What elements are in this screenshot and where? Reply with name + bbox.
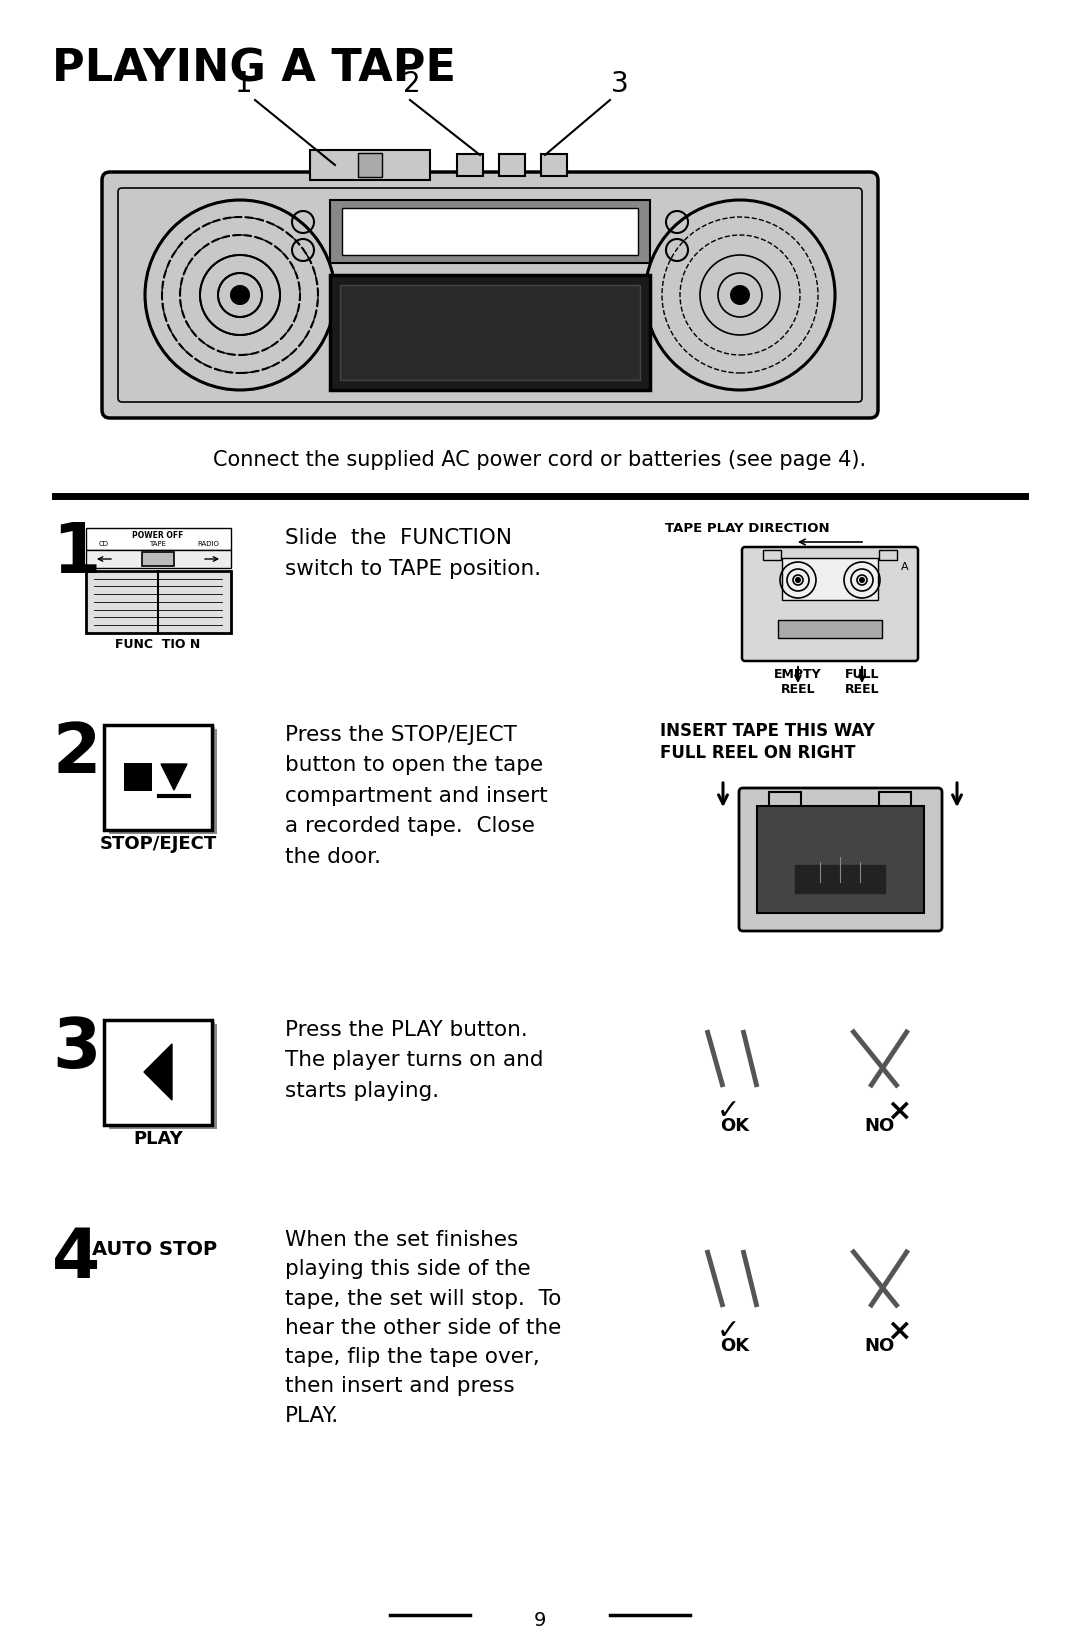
Bar (879, 792, 912, 810)
Bar (769, 792, 801, 810)
Polygon shape (161, 764, 187, 791)
Text: CD: CD (99, 541, 109, 547)
Text: Press the PLAY button.
The player turns on and
starts playing.: Press the PLAY button. The player turns … (285, 1019, 543, 1101)
Bar (330, 201, 650, 263)
Text: TAPE: TAPE (149, 541, 166, 547)
Bar (879, 551, 897, 561)
FancyBboxPatch shape (104, 725, 212, 830)
Text: Connect the supplied AC power cord or batteries (see page 4).: Connect the supplied AC power cord or ba… (214, 450, 866, 470)
Bar (342, 209, 638, 255)
Bar (795, 865, 885, 893)
Text: PLAYING A TAPE: PLAYING A TAPE (52, 48, 456, 90)
Bar (757, 806, 924, 912)
Text: PLAY: PLAY (133, 1129, 183, 1148)
Bar (340, 284, 640, 380)
Bar (782, 557, 878, 600)
Polygon shape (144, 1044, 172, 1100)
Bar (762, 551, 781, 561)
Text: 1: 1 (52, 520, 100, 587)
Text: STOP/EJECT: STOP/EJECT (99, 835, 217, 853)
Text: 2: 2 (403, 71, 421, 99)
Text: POWER OFF: POWER OFF (133, 531, 184, 539)
Bar (124, 763, 152, 791)
Circle shape (730, 284, 750, 306)
Text: FULL
REEL: FULL REEL (845, 667, 879, 695)
Text: AUTO STOP: AUTO STOP (93, 1240, 217, 1259)
Bar (141, 552, 174, 566)
Bar (86, 570, 231, 633)
Bar (310, 150, 430, 179)
Bar (86, 551, 231, 567)
Text: NO: NO (865, 1116, 895, 1134)
Text: EMPTY
REEL: EMPTY REEL (774, 667, 822, 695)
Bar (357, 153, 382, 178)
Text: A: A (901, 562, 908, 572)
Text: 3: 3 (52, 1014, 100, 1082)
Text: 9: 9 (534, 1611, 546, 1629)
Text: 1: 1 (235, 71, 253, 99)
Bar (330, 275, 650, 390)
Text: ✓: ✓ (717, 1097, 740, 1124)
FancyBboxPatch shape (107, 727, 215, 832)
Text: ×: × (886, 1097, 912, 1126)
Bar (457, 155, 483, 176)
Text: OK: OK (720, 1116, 750, 1134)
Text: Slide  the  FUNCTION
switch to TAPE position.: Slide the FUNCTION switch to TAPE positi… (285, 528, 541, 579)
Bar (499, 155, 525, 176)
Bar (109, 1024, 217, 1129)
Text: TAPE PLAY DIRECTION: TAPE PLAY DIRECTION (665, 523, 829, 534)
FancyBboxPatch shape (102, 173, 878, 418)
Circle shape (230, 284, 249, 306)
Text: RADIO: RADIO (197, 541, 219, 547)
Bar (107, 1023, 215, 1128)
FancyBboxPatch shape (739, 787, 942, 931)
Circle shape (795, 577, 801, 584)
Bar (104, 1019, 212, 1124)
Text: OK: OK (720, 1337, 750, 1355)
Text: Press the STOP/EJECT
button to open the tape
compartment and insert
a recorded t: Press the STOP/EJECT button to open the … (285, 725, 548, 866)
Circle shape (859, 577, 865, 584)
Text: NO: NO (865, 1337, 895, 1355)
Bar (86, 528, 231, 551)
Text: ×: × (886, 1317, 912, 1346)
Text: INSERT TAPE THIS WAY
FULL REEL ON RIGHT: INSERT TAPE THIS WAY FULL REEL ON RIGHT (660, 722, 875, 763)
Circle shape (230, 284, 249, 306)
Text: When the set finishes
playing this side of the
tape, the set will stop.  To
hear: When the set finishes playing this side … (285, 1230, 562, 1425)
Text: FUNC  TIO N: FUNC TIO N (116, 638, 201, 651)
Text: 3: 3 (611, 71, 629, 99)
FancyBboxPatch shape (109, 728, 217, 834)
Bar (541, 155, 567, 176)
Text: ✓: ✓ (717, 1317, 740, 1345)
Text: 2: 2 (52, 720, 100, 787)
Text: 4: 4 (52, 1225, 100, 1292)
Bar (778, 620, 882, 638)
FancyBboxPatch shape (742, 547, 918, 661)
